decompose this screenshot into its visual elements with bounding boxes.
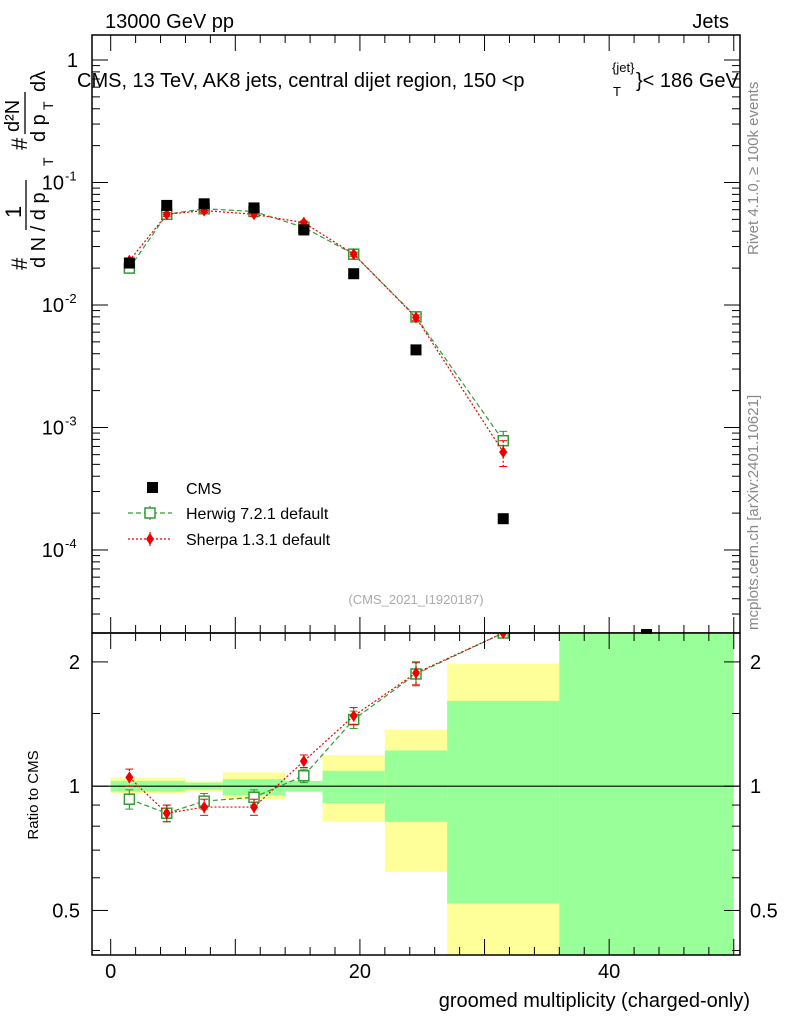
main-plot: 110-110-210-310-4 — [42, 34, 741, 634]
ratio-sherpa-point — [349, 709, 358, 722]
main-tick-label: 10 — [42, 295, 64, 317]
main-ylabel: # 1 d N / d p T # d²N d p T dλ — [1, 71, 56, 270]
x-tick-label: 40 — [598, 961, 620, 983]
legend: CMS Herwig 7.2.1 default Sherpa 1.3.1 de… — [128, 481, 331, 549]
legend-sherpa-label: Sherpa 1.3.1 default — [186, 532, 331, 549]
ratio-ticks: 2 2 1 1 0.5 0.5 — [52, 633, 778, 955]
ylabel-t2: T — [40, 101, 56, 110]
plot-title: CMS, 13 TeV, AK8 jets, central dijet reg… — [77, 60, 740, 99]
ylabel-t1: T — [40, 157, 56, 166]
cms-point — [123, 257, 135, 269]
ratio-tick-label-left: 2 — [69, 652, 80, 674]
cms-point — [410, 344, 422, 356]
main-curves — [123, 198, 509, 525]
main-tick-label: 10 — [42, 172, 64, 194]
cms-point — [161, 199, 173, 211]
ratio-sherpa-point — [250, 801, 258, 814]
title-sup: {jet} — [612, 60, 635, 75]
ratio-band-inner — [559, 633, 734, 955]
cms-point — [348, 268, 360, 280]
ylabel-lambda: dλ — [28, 71, 50, 92]
side-mcplots: mcplots.cern.ch [arXiv:2401.10621] — [745, 395, 762, 630]
main-tick-exponent: -2 — [65, 291, 77, 306]
title-tail: }< 186 GeV — [636, 70, 740, 92]
legend-herwig-label: Herwig 7.2.1 default — [186, 506, 329, 523]
main-tick-label: 1 — [67, 50, 78, 72]
sherpa-point — [499, 446, 508, 459]
side-rivet: Rivet 4.1.0, ≥ 100k events — [745, 82, 762, 255]
main-tick-label: 10 — [42, 417, 64, 439]
cms-point — [248, 202, 260, 214]
ylabel-den: d p — [28, 114, 50, 142]
ratio-curves — [123, 633, 509, 823]
title-sub: T — [613, 84, 621, 99]
ratio-herwig-line — [129, 633, 504, 814]
ratio-tick-label-left: 1 — [69, 776, 80, 798]
legend-cms-label: CMS — [186, 481, 222, 498]
ratio-herwig-point — [123, 793, 136, 805]
sherpa-point — [349, 248, 358, 261]
ratio-tick-label-right: 2 — [750, 652, 761, 674]
ratio-sherpa-point — [412, 667, 420, 680]
ratio-herwig-point — [298, 769, 310, 782]
ratio-ylabel: Ratio to CMS — [25, 750, 42, 839]
ylabel-dn: d N / d p — [28, 192, 50, 268]
analysis-tag: (CMS_2021_I1920187) — [348, 592, 483, 607]
legend-cms-marker — [147, 482, 158, 493]
x-axis-label: groomed multiplicity (charged-only) — [439, 990, 750, 1012]
sherpa-point — [412, 311, 420, 324]
ratio-band-inner — [322, 770, 385, 804]
main-tick-exponent: -4 — [65, 536, 77, 551]
title-text: CMS, 13 TeV, AK8 jets, central dijet reg… — [77, 70, 525, 92]
herwig-line — [128, 208, 504, 442]
ylabel-hash-2: # — [7, 137, 32, 150]
legend-herwig-marker — [144, 507, 156, 519]
cms-point — [497, 513, 509, 525]
ylabel-hash: # — [7, 257, 32, 270]
ratio-band-inner — [447, 700, 560, 904]
ratio-sherpa-point — [499, 633, 508, 639]
sherpa-line — [128, 209, 504, 453]
ratio-sherpa-point — [299, 755, 308, 768]
ratio-plot: 2 2 1 1 0.5 0.5 — [52, 629, 778, 956]
x-tick-label: 0 — [105, 961, 116, 983]
sherpa-point — [162, 208, 171, 221]
ylabel-num: d²N — [2, 100, 24, 132]
main-tick-exponent: -1 — [65, 168, 77, 183]
header-right: Jets — [692, 11, 729, 33]
main-tick-exponent: -3 — [65, 413, 77, 428]
ratio-sherpa-point — [162, 807, 171, 820]
ratio-bands — [92, 633, 740, 955]
ratio-plot-frame — [91, 632, 741, 956]
header-left: 13000 GeV pp — [105, 11, 234, 33]
legend-sherpa-marker — [146, 533, 154, 545]
ylabel-one: 1 — [1, 206, 26, 218]
x-axis-ticks: 0 20 40 — [105, 961, 620, 983]
ratio-band-inner — [222, 779, 286, 796]
main-ticks: 110-110-210-310-4 — [42, 35, 740, 633]
cms-point — [298, 224, 310, 236]
ratio-sherpa-line — [128, 633, 504, 814]
ratio-tick-label-right: 0.5 — [750, 900, 778, 922]
ratio-tick-label-left: 0.5 — [52, 900, 80, 922]
ratio-sherpa-point — [200, 801, 209, 814]
ratio-sherpa-point — [125, 771, 134, 784]
ratio-tick-label-right: 1 — [750, 776, 761, 798]
main-tick-label: 10 — [42, 540, 64, 562]
x-tick-label: 20 — [349, 961, 371, 983]
cms-point — [198, 198, 210, 210]
cms-point-edge — [641, 629, 653, 634]
